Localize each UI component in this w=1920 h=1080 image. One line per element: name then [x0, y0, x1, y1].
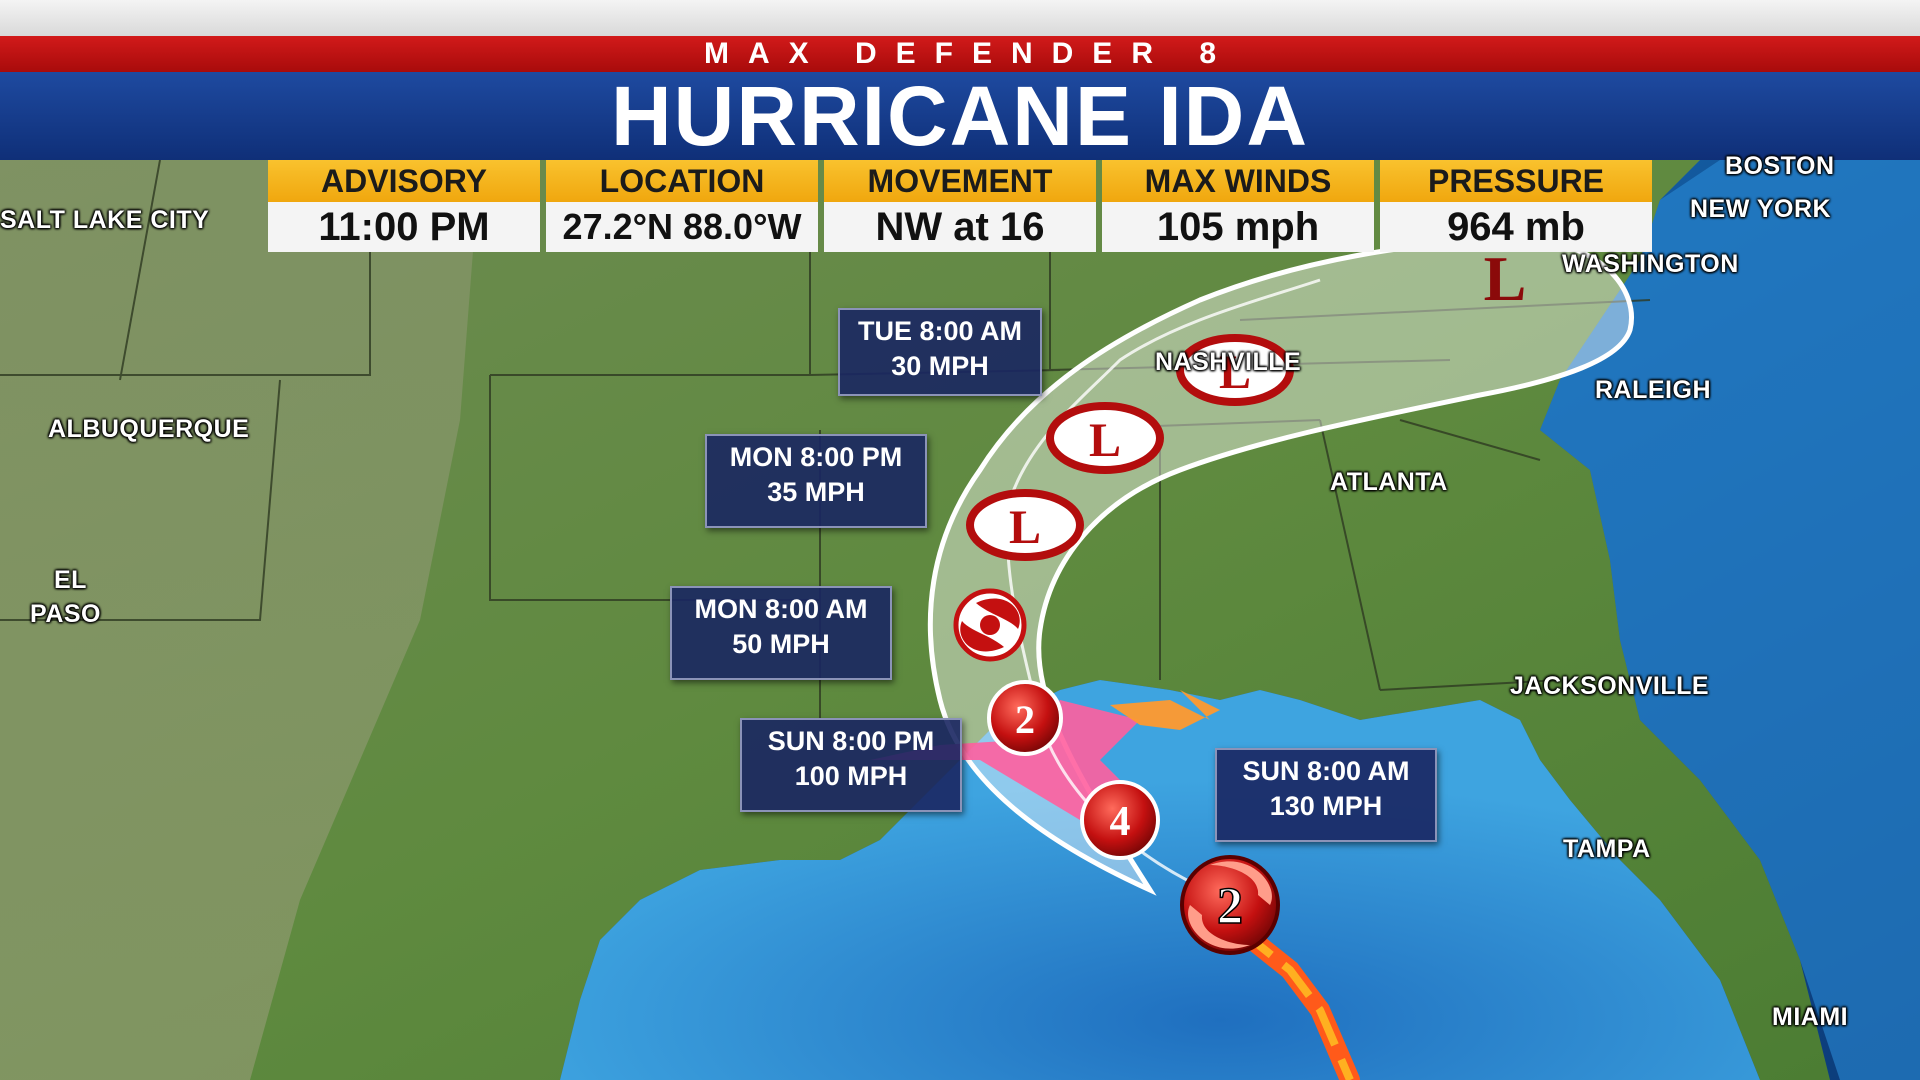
info-pressure-label: PRESSURE [1380, 160, 1652, 202]
city-label: SALT LAKE CITY [0, 206, 210, 234]
forecast-low-icon-mon-pm: L [966, 489, 1084, 561]
forecast-tropical-storm-icon [953, 588, 1027, 662]
forecast-wind: 50 MPH [732, 629, 830, 659]
forecast-label-sun-am: SUN 8:00 AM 130 MPH [1215, 748, 1437, 842]
info-location-value: 27.2°N 88.0°W [546, 202, 818, 252]
title-bar: HURRICANE IDA [0, 72, 1920, 160]
info-movement-value: NW at 16 [824, 202, 1096, 252]
city-label: NASHVILLE [1155, 348, 1302, 376]
forecast-hurricane-cat4-icon: 4 [1080, 780, 1160, 860]
city-label: ALBUQUERQUE [48, 415, 250, 443]
city-label: JACKSONVILLE [1510, 672, 1710, 700]
tropical-storm-warning-area [1110, 690, 1220, 730]
forecast-marker-text-1: 2 [1015, 697, 1035, 742]
forecast-marker-text-extra-2: L [1484, 243, 1527, 314]
info-location: LOCATION 27.2°N 88.0°W [546, 160, 818, 252]
forecast-time: SUN 8:00 PM [767, 726, 935, 756]
forecast-low-icon-wed: L [1484, 243, 1527, 314]
info-max-winds: MAX WINDS 105 mph [1102, 160, 1374, 252]
city-label: RALEIGH [1595, 376, 1711, 404]
past-track-core [1237, 926, 1354, 1080]
info-advisory-label: ADVISORY [268, 160, 540, 202]
forecast-wind: 100 MPH [794, 761, 908, 791]
city-label: BOSTON [1725, 152, 1835, 180]
hurricane-warning-area [870, 700, 1150, 820]
forecast-time: SUN 8:00 AM [1242, 756, 1410, 786]
forecast-wind: 130 MPH [1269, 791, 1383, 821]
atlantic-highlight [1540, 160, 1920, 1080]
forecast-hurricane-cat2-icon: 2 [987, 680, 1063, 756]
city-label: EL [54, 566, 87, 594]
brand-label: MAX DEFENDER 8 [703, 37, 1236, 70]
info-pressure: PRESSURE 964 mb [1380, 160, 1652, 252]
info-max-winds-value: 105 mph [1102, 202, 1374, 252]
forecast-label-sun-pm: SUN 8:00 PM 100 MPH [740, 718, 962, 812]
forecast-marker-text-4: L [1089, 414, 1121, 467]
city-label: ATLANTA [1330, 468, 1448, 496]
forecast-time: MON 8:00 AM [694, 594, 868, 624]
city-label: MIAMI [1772, 1003, 1849, 1031]
city-label: PASO [30, 600, 101, 628]
page-title: HURRICANE IDA [611, 69, 1309, 163]
top-strip [0, 0, 1920, 36]
forecast-wind: 35 MPH [767, 477, 865, 507]
forecast-marker-text-extra-1: L [1219, 346, 1251, 399]
forecast-marker-text-3: L [1009, 501, 1041, 554]
info-advisory-value: 11:00 PM [268, 202, 540, 252]
info-location-label: LOCATION [546, 160, 818, 202]
forecast-low-icon-tue-pm: L [1176, 334, 1294, 406]
current-marker-text: 2 [1217, 878, 1243, 935]
info-movement: MOVEMENT NW at 16 [824, 160, 1096, 252]
info-max-winds-label: MAX WINDS [1102, 160, 1374, 202]
city-label: WASHINGTON [1562, 250, 1739, 278]
info-advisory: ADVISORY 11:00 PM [268, 160, 540, 252]
forecast-marker-text-0: 4 [1110, 799, 1131, 845]
forecast-label-tue-am: TUE 8:00 AM 30 MPH [838, 308, 1042, 396]
forecast-time: TUE 8:00 AM [857, 316, 1023, 346]
forecast-label-mon-pm: MON 8:00 PM 35 MPH [705, 434, 927, 528]
gulf-of-mexico [560, 680, 1760, 1080]
forecast-low-icon-tue-am: L [1046, 402, 1164, 474]
info-movement-label: MOVEMENT [824, 160, 1096, 202]
city-label: TAMPA [1563, 835, 1651, 863]
forecast-label-mon-am: MON 8:00 AM 50 MPH [670, 586, 892, 680]
info-pressure-value: 964 mb [1380, 202, 1652, 252]
forecast-wind: 30 MPH [891, 351, 989, 381]
forecast-time: MON 8:00 PM [729, 442, 903, 472]
current-position-hurricane-icon: 2 [1180, 855, 1280, 955]
brand-bar: MAX DEFENDER 8 [0, 36, 1920, 72]
city-label: NEW YORK [1690, 195, 1832, 223]
